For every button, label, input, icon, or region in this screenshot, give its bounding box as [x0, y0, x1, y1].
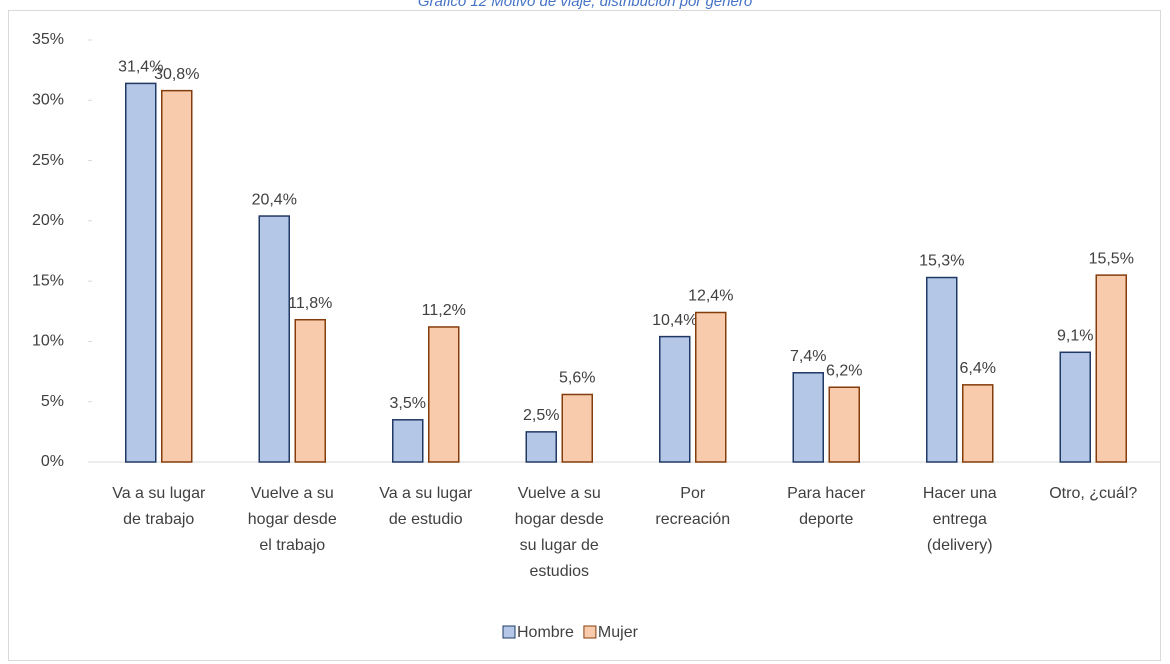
label-line: hogar desde	[248, 511, 337, 528]
bar	[792, 372, 824, 463]
bar	[926, 276, 958, 463]
label-line: recreación	[655, 511, 730, 528]
label-line: Otro, ¿cuál?	[1049, 485, 1137, 502]
bar	[659, 335, 691, 463]
label-line: Va a su lugar	[112, 485, 206, 502]
bar	[828, 386, 860, 463]
x-tick-label: Va a su lugar de trabajo	[112, 485, 206, 528]
data-label: 30,8%	[154, 66, 199, 83]
label-line: deporte	[799, 511, 853, 528]
label-line: Para hacer	[787, 485, 866, 502]
label-line: Vuelve a su	[518, 485, 601, 502]
data-label: 11,8%	[288, 295, 332, 312]
legend-swatch	[583, 625, 597, 639]
bar	[258, 215, 290, 463]
label-line: entrega	[933, 511, 987, 528]
bar	[161, 89, 193, 463]
x-tick-label: Vuelve a su hogar desde su lugar de estudio…	[515, 485, 604, 580]
data-label: 6,2%	[826, 362, 862, 379]
y-tick-label: 10%	[32, 333, 64, 350]
label-line: Por	[680, 485, 706, 502]
label-line: Hacer una	[923, 485, 997, 502]
y-tick-label: 25%	[32, 152, 64, 169]
bar	[962, 384, 994, 463]
data-label: 9,1%	[1057, 327, 1093, 344]
chart-frame	[8, 10, 1161, 661]
label-line: Vuelve a su	[251, 485, 334, 502]
label-line: de estudio	[389, 511, 463, 528]
data-label: 11,2%	[422, 302, 466, 319]
label-line: el trabajo	[259, 537, 325, 554]
x-tick-label: Por recreación	[655, 485, 730, 528]
data-label: 7,4%	[790, 348, 826, 365]
data-label: 10,4%	[652, 312, 697, 329]
y-tick-label: 30%	[32, 92, 64, 109]
bar	[1095, 274, 1127, 463]
data-label: 2,5%	[523, 407, 559, 424]
bar	[561, 393, 593, 463]
bar	[525, 431, 557, 463]
x-tick-label: Hacer una entrega (delivery)	[923, 485, 997, 554]
x-tick-label: Va a su lugar de estudio	[379, 485, 473, 528]
data-label: 3,5%	[390, 395, 426, 412]
chart-title: Gráfico 12 Motivo de viaje, distribución…	[418, 0, 752, 10]
x-tick-label: Vuelve a su hogar desde el trabajo	[248, 485, 337, 554]
y-tick-label: 20%	[32, 212, 64, 229]
data-label: 5,6%	[559, 370, 595, 387]
y-tick-label: 5%	[41, 393, 64, 410]
bar	[695, 311, 727, 463]
bar	[125, 82, 157, 463]
y-tick-label: 35%	[32, 31, 64, 48]
label-line: de trabajo	[123, 511, 194, 528]
legend-label: Hombre	[517, 624, 574, 641]
data-label: 20,4%	[252, 191, 297, 208]
bar	[1059, 351, 1091, 463]
y-tick-label: 15%	[32, 272, 64, 289]
label-line: estudios	[529, 563, 589, 580]
data-label: 12,4%	[688, 288, 733, 305]
label-line: hogar desde	[515, 511, 604, 528]
legend-label: Mujer	[598, 624, 639, 641]
x-tick-label: Otro, ¿cuál?	[1049, 485, 1137, 502]
bar	[294, 318, 326, 463]
bar	[392, 419, 424, 463]
x-tick-label: Para hacer deporte	[787, 485, 866, 528]
data-label: 15,5%	[1089, 250, 1134, 267]
label-line: (delivery)	[927, 537, 993, 554]
legend-swatch	[502, 625, 516, 639]
label-line: su lugar de	[520, 537, 599, 554]
data-label: 6,4%	[960, 360, 996, 377]
label-line: Va a su lugar	[379, 485, 473, 502]
data-label: 31,4%	[118, 59, 163, 76]
y-tick-label: 0%	[41, 453, 64, 470]
bar	[428, 326, 460, 463]
data-label: 15,3%	[919, 253, 964, 270]
